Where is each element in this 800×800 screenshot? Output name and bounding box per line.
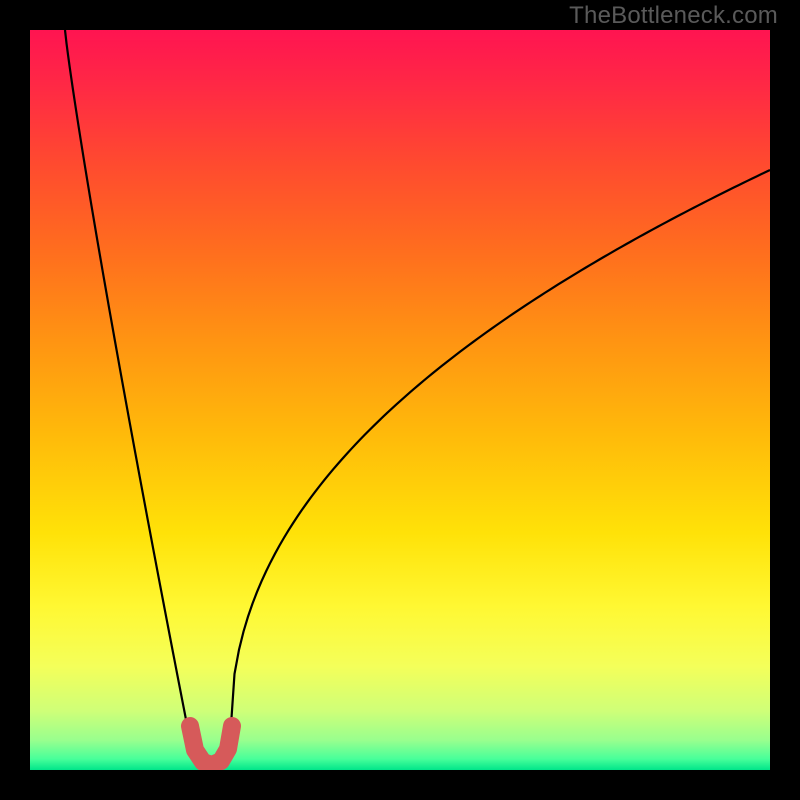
bottleneck-curve-path — [65, 30, 770, 768]
watermark-text: TheBottleneck.com — [569, 2, 778, 30]
chart-canvas: TheBottleneck.com — [0, 0, 800, 800]
bottleneck-curve — [30, 30, 770, 770]
optimal-range-marker — [190, 726, 232, 765]
